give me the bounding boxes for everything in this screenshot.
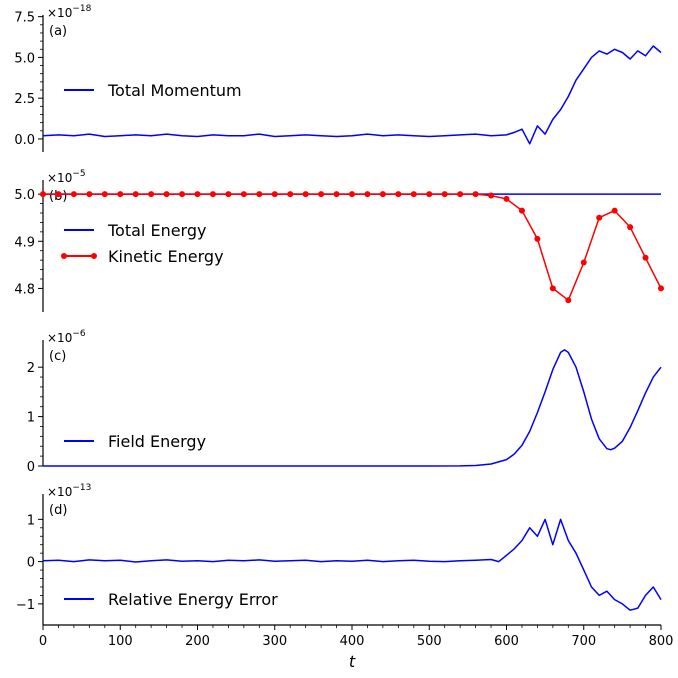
panel-label: (c) — [49, 349, 66, 364]
scale-factor: ×10−13 — [47, 483, 91, 499]
y-tick-label: 1 — [27, 513, 35, 528]
data-point — [271, 191, 278, 198]
x-tick-label: 700 — [571, 634, 596, 649]
data-point — [287, 191, 294, 198]
data-point — [410, 191, 417, 198]
y-tick-label: 4.8 — [14, 282, 35, 297]
data-point — [395, 191, 402, 198]
panel-c: 0 1 2 ×10−6 (c) Field Energy — [27, 329, 662, 475]
scale-exponent: −5 — [72, 169, 85, 179]
data-point — [349, 191, 355, 198]
data-point — [627, 224, 634, 231]
series-line — [43, 349, 662, 467]
data-point — [549, 285, 556, 292]
x-tick-label: 200 — [185, 634, 210, 649]
data-point — [318, 191, 325, 198]
y-tick-label: 0 — [27, 556, 35, 571]
scale-exponent: −18 — [72, 4, 91, 14]
data-point — [101, 191, 108, 198]
data-point — [86, 191, 93, 198]
data-point — [441, 191, 448, 198]
y-tick-label: 2.5 — [14, 92, 35, 107]
y-tick-label: 4.9 — [14, 235, 35, 250]
x-axis-label: t — [349, 652, 356, 671]
scale-factor: ×10−5 — [47, 169, 86, 185]
panel-d: −1 0 1 ×10−13 (d) Relative Energy Error 0 100 20… — [16, 483, 674, 671]
data-point — [658, 285, 664, 292]
data-point — [70, 191, 77, 198]
y-tick-label: 5.0 — [14, 51, 35, 66]
data-point — [518, 207, 525, 214]
data-point — [364, 191, 371, 198]
data-point — [457, 191, 464, 198]
legend-marker — [91, 253, 97, 259]
x-tick-label: 600 — [494, 634, 519, 649]
y-tick-label: 0 — [27, 460, 35, 475]
y-tick-label: 1 — [27, 411, 35, 426]
y-tick-label: 7.5 — [14, 11, 35, 26]
scale-factor: ×10−6 — [47, 329, 86, 345]
scale-exponent: −13 — [72, 483, 91, 493]
x-tick-label: 400 — [340, 634, 365, 649]
legend-marker — [61, 253, 67, 259]
scale-factor: ×10−18 — [47, 4, 92, 20]
data-point — [148, 191, 155, 198]
data-point — [580, 259, 587, 266]
x-tick-label: 100 — [108, 634, 133, 649]
legend-label: Field Energy — [108, 432, 206, 451]
data-point — [225, 191, 232, 198]
series-line — [42, 45, 662, 145]
scale-exponent: −6 — [72, 329, 86, 339]
x-tick-label: 500 — [417, 634, 442, 649]
legend-label: Total Energy — [107, 221, 206, 240]
data-point — [596, 214, 603, 221]
x-tick-label: 800 — [649, 634, 674, 649]
panel-a: 0.0 2.5 5.0 7.5 ×10−18 (a) Total Momentum — [14, 4, 662, 152]
y-tick-label: 5.0 — [14, 188, 35, 203]
data-point — [209, 191, 216, 198]
y-tick-label: 2 — [27, 361, 35, 376]
data-point — [333, 191, 340, 198]
data-point — [40, 191, 46, 198]
y-tick-label: 0.0 — [14, 133, 35, 148]
data-point — [534, 235, 541, 242]
data-point — [117, 191, 124, 198]
legend-label: Kinetic Energy — [108, 247, 224, 266]
y-tick-label: −1 — [16, 598, 35, 613]
data-point — [472, 191, 479, 198]
x-tick-label: 0 — [39, 634, 47, 649]
legend-label: Relative Energy Error — [108, 590, 278, 609]
data-point — [240, 191, 247, 198]
data-point — [426, 191, 433, 198]
data-point — [194, 191, 201, 198]
data-point — [132, 191, 139, 198]
data-point — [611, 207, 618, 214]
data-point — [565, 297, 572, 304]
panel-label: (a) — [49, 24, 67, 39]
legend-label: Total Momentum — [107, 81, 242, 100]
data-point — [503, 195, 510, 202]
data-point — [302, 191, 309, 198]
data-point — [55, 191, 62, 198]
data-point — [488, 192, 495, 199]
x-tick-label: 300 — [262, 634, 287, 649]
panel-label: (d) — [49, 503, 67, 518]
data-point — [256, 191, 263, 198]
series-line — [42, 518, 662, 611]
data-point — [179, 191, 186, 198]
data-point — [379, 191, 386, 198]
data-point — [163, 191, 170, 198]
data-point — [642, 254, 649, 261]
